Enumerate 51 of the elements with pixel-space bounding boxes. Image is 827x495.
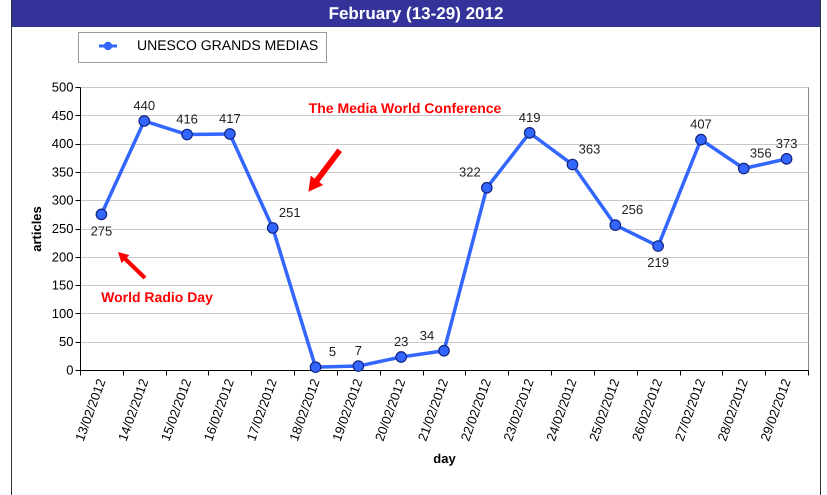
data-label: 407 <box>690 116 712 132</box>
data-label: 440 <box>133 98 156 113</box>
y-tick-label: 450 <box>52 108 74 123</box>
point <box>96 208 108 220</box>
point <box>438 344 450 357</box>
data-label: 7 <box>354 343 362 358</box>
annotation: The Media World Conference <box>308 100 502 116</box>
point <box>780 153 792 165</box>
point <box>138 115 150 127</box>
point <box>266 222 279 234</box>
data-label: 256 <box>621 202 644 218</box>
chart-title: February (13-29) 2012 <box>12 0 820 27</box>
y-tick-label: 300 <box>52 192 74 208</box>
point <box>181 128 193 140</box>
point <box>395 351 408 363</box>
data-label: 419 <box>518 110 540 125</box>
data-label: 356 <box>750 146 772 161</box>
data-label: 417 <box>219 110 241 126</box>
y-tick-label: 150 <box>52 278 74 293</box>
data-label: 5 <box>328 344 336 360</box>
y-tick-label: 50 <box>59 334 74 350</box>
data-label: 322 <box>458 164 481 180</box>
data-label: 219 <box>647 255 669 270</box>
y-tick-label: 250 <box>52 221 74 236</box>
point <box>480 182 493 194</box>
data-label: 251 <box>278 204 301 220</box>
point <box>652 240 664 252</box>
point <box>524 127 536 139</box>
point <box>224 128 236 140</box>
y-tick-label: 200 <box>52 249 74 264</box>
point <box>738 162 750 174</box>
y-tick-label: 100 <box>52 306 74 321</box>
annotation: World Radio Day <box>101 289 214 305</box>
point <box>566 158 578 170</box>
y-axis-title: articles <box>28 206 44 252</box>
data-label: 23 <box>394 334 408 349</box>
y-tick-label: 350 <box>52 164 74 180</box>
point <box>310 361 322 374</box>
legend-label: UNESCO GRANDS MEDIAS <box>137 37 318 53</box>
y-tick-label: 400 <box>52 136 74 152</box>
y-tick-label: 500 <box>52 80 74 94</box>
point <box>695 134 707 146</box>
data-label: 275 <box>90 223 112 238</box>
y-tick-label: 0 <box>66 362 74 378</box>
x-axis-title: day <box>433 451 456 466</box>
point <box>609 219 622 231</box>
data-label: 373 <box>776 136 798 151</box>
data-label: 416 <box>176 112 198 127</box>
point <box>352 360 364 372</box>
data-label: 363 <box>578 142 600 157</box>
data-label: 34 <box>420 328 434 343</box>
